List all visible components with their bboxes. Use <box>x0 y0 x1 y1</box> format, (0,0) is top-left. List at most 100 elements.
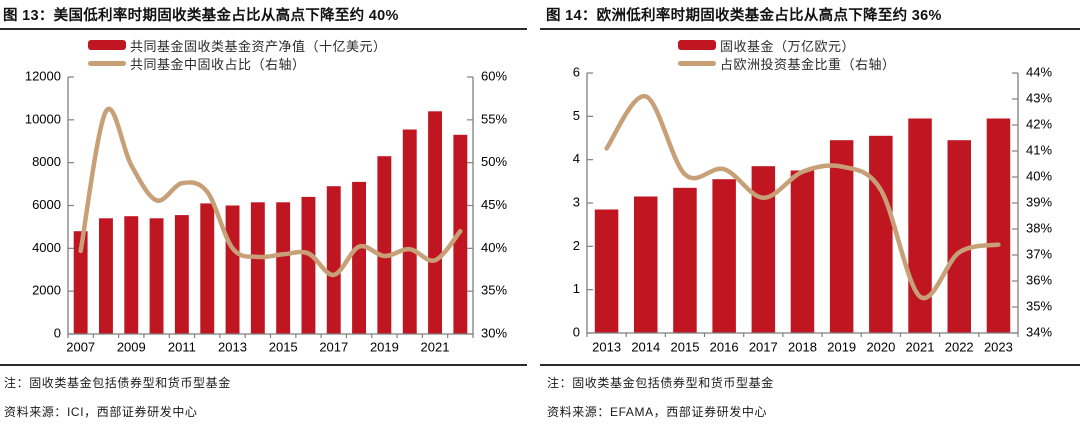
bar-2021 <box>428 111 442 334</box>
bar-2012 <box>200 203 215 334</box>
y-right-tick-label: 45% <box>481 197 507 212</box>
y-right-tick-label: 50% <box>481 154 507 169</box>
y-right-tick-label: 30% <box>481 325 507 340</box>
legend-line-item: 共同基金中固收占比（右轴） <box>88 57 387 72</box>
title-divider <box>540 28 1080 30</box>
y-left-tick-label: 0 <box>54 325 61 340</box>
y-left-tick-label: 3 <box>573 194 580 209</box>
figure-13-panel: 图 13：美国低利率时期固收类基金占比从高点下降至约 40% 0 2000 4000… <box>0 8 527 419</box>
figure-14-panel: 图 14：欧洲低利率时期固收类基金占比从高点下降至约 36% 0 1 2 3 4 5 6 34… <box>540 0 1080 429</box>
y-left-tick-label: 6 <box>573 64 580 79</box>
x-tick-label: 2015 <box>671 339 700 354</box>
x-tick-label: 2011 <box>168 339 196 354</box>
x-tick-label: 2018 <box>788 339 817 354</box>
legend-bar-label: 固收基金（万亿欧元） <box>720 38 856 54</box>
figure-14-title: 图 14：欧洲低利率时期固收类基金占比从高点下降至约 36% <box>546 8 942 24</box>
y-left-tick-label: 1 <box>573 281 580 296</box>
bar-2009 <box>124 216 139 334</box>
y-right-tick-label: 42% <box>1026 116 1052 131</box>
bar-2021 <box>908 118 932 333</box>
legend-bar-swatch <box>88 40 126 50</box>
y-left-tick-label: 2 <box>573 238 580 253</box>
legend-line-swatch <box>678 60 716 66</box>
bar-2007 <box>73 231 88 334</box>
us-fixed-income-fund-chart: 0 2000 4000 6000 8000 10000 12000 30% 35% 40% 45% 5… <box>25 68 508 354</box>
bar-2022 <box>947 140 971 333</box>
bar-2017 <box>326 186 341 334</box>
axis-labels-group: 0 1 2 3 4 5 6 34% 35% 36% 37% 38% 39% 40% 41% 42% 43% 44%… <box>573 64 1053 354</box>
x-tick-label: 2021 <box>906 339 935 354</box>
y-right-tick-label: 36% <box>1026 272 1052 287</box>
y-right-tick-label: 40% <box>1026 168 1052 183</box>
y-left-tick-label: 0 <box>573 324 580 339</box>
bars-group <box>73 111 468 334</box>
ticks-group <box>67 76 474 338</box>
y-right-tick-label: 41% <box>1026 142 1052 157</box>
x-tick-label: 2022 <box>945 339 974 354</box>
x-tick-label: 2023 <box>984 339 1013 354</box>
ratio-line <box>604 94 1001 301</box>
x-tick-label: 2014 <box>631 339 660 354</box>
note-divider <box>0 364 527 366</box>
x-tick-label: 2013 <box>592 339 621 354</box>
bar-2013 <box>225 205 240 334</box>
x-tick-label: 2020 <box>866 339 895 354</box>
note-divider <box>540 364 1080 366</box>
bar-2016 <box>712 179 736 333</box>
y-right-tick-label: 38% <box>1026 220 1052 235</box>
x-tick-label: 2016 <box>710 339 739 354</box>
bar-2016 <box>301 196 316 334</box>
axis-labels-group: 0 2000 4000 6000 8000 10000 12000 30% 35% 40% 45% 5… <box>25 68 508 354</box>
legend-bar-item: 共同基金固收类基金资产净值（十亿美元） <box>88 39 387 54</box>
chart-note: 注：固收类基金包括债券型和货币型基金 <box>547 376 774 390</box>
bar-2017 <box>751 166 776 333</box>
ticks-group <box>586 72 1019 337</box>
legend-bar-item: 固收基金（万亿欧元） <box>678 39 896 54</box>
bar-2020 <box>869 135 893 333</box>
y-right-tick-label: 37% <box>1026 246 1052 261</box>
bar-2015 <box>673 187 697 333</box>
bar-2011 <box>174 215 189 334</box>
y-left-tick-label: 8000 <box>32 154 61 169</box>
bar-2008 <box>99 218 113 334</box>
figure-14-legend: 固收基金（万亿欧元） 占欧洲投资基金比重（右轴） <box>678 39 896 72</box>
x-tick-label: 2007 <box>66 339 95 354</box>
legend-line-item: 占欧洲投资基金比重（右轴） <box>678 57 896 72</box>
legend-line-swatch <box>88 60 126 66</box>
x-tick-label: 2017 <box>749 339 778 354</box>
chart-note: 注：固收类基金包括债券型和货币型基金 <box>4 376 231 390</box>
y-left-tick-label: 12000 <box>25 68 61 83</box>
x-tick-label: 2019 <box>370 339 399 354</box>
y-left-tick-label: 2000 <box>32 283 61 298</box>
y-left-tick-label: 4000 <box>32 240 61 255</box>
y-left-tick-label: 10000 <box>25 111 61 126</box>
ratio-line <box>78 106 463 278</box>
bar-2020 <box>402 129 417 334</box>
y-right-tick-label: 60% <box>481 68 507 83</box>
europe-fixed-income-fund-chart: 0 1 2 3 4 5 6 34% 35% 36% 37% 38% 39% 40% 41% 42% 43% 44%… <box>573 64 1053 354</box>
y-right-tick-label: 43% <box>1026 90 1052 105</box>
x-tick-label: 2015 <box>269 339 298 354</box>
bars-group <box>594 118 1011 333</box>
y-right-tick-label: 35% <box>481 283 507 298</box>
y-left-tick-label: 5 <box>573 108 580 123</box>
x-tick-label: 2009 <box>117 339 146 354</box>
legend-bar-label: 共同基金固收类基金资产净值（十亿美元） <box>130 38 387 54</box>
bar-2015 <box>276 202 291 334</box>
bar-2018 <box>790 170 815 333</box>
legend-bar-swatch <box>678 40 716 50</box>
figure-13-title: 图 13：美国低利率时期固收类基金占比从高点下降至约 40% <box>3 8 399 24</box>
figure-13-legend: 共同基金固收类基金资产净值（十亿美元） 共同基金中固收占比（右轴） <box>88 39 387 72</box>
bar-2019 <box>377 156 392 334</box>
y-right-tick-label: 44% <box>1026 64 1052 79</box>
y-right-tick-label: 40% <box>481 240 507 255</box>
chart-source: 资料来源：EFAMA，西部证券研发中心 <box>547 405 768 419</box>
x-tick-label: 2019 <box>827 339 856 354</box>
y-right-tick-label: 55% <box>481 111 507 126</box>
chart-source: 资料来源：ICI，西部证券研发中心 <box>4 405 198 419</box>
bar-2014 <box>634 196 658 333</box>
legend-line-label: 占欧洲投资基金比重（右轴） <box>720 56 896 72</box>
title-divider <box>0 28 527 30</box>
legend-line-label: 共同基金中固收占比（右轴） <box>130 56 306 72</box>
